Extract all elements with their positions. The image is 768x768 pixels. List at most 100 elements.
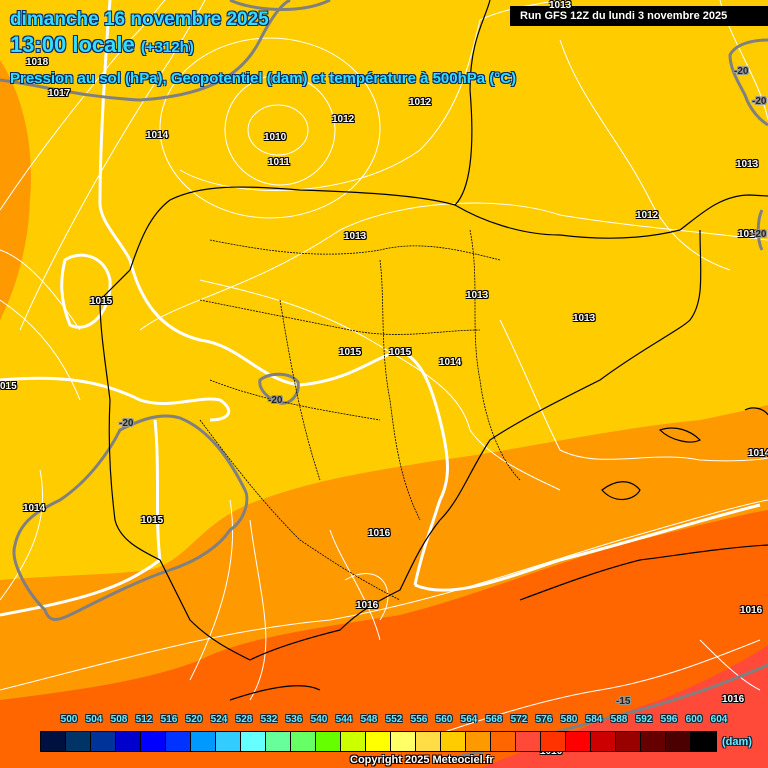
- pressure-label: 1016: [740, 605, 763, 616]
- legend-tick: 528: [235, 714, 253, 725]
- legend-tick: 604: [710, 714, 728, 725]
- legend-tick: 580: [560, 714, 578, 725]
- coastlines: [99, 0, 768, 701]
- pressure-label: 1014: [23, 503, 46, 514]
- legend-ticks: 500 504 508 512 516 520 524 528 532 536 540 544 548 5…: [40, 714, 740, 726]
- isobars: [0, 0, 768, 741]
- pressure-label: 1015: [339, 347, 362, 358]
- legend-tick: 520: [185, 714, 203, 725]
- pressure-label: 1016: [368, 528, 391, 539]
- legend-swatch: [416, 732, 441, 751]
- pressure-label: 1012: [332, 114, 355, 125]
- legend-tick: 540: [310, 714, 328, 725]
- forecast-time-value: 13:00 locale: [10, 32, 135, 57]
- legend-tick: 536: [285, 714, 303, 725]
- pressure-label: 1012: [409, 97, 432, 108]
- legend-tick: 504: [85, 714, 103, 725]
- legend-swatch: [591, 732, 616, 751]
- temperature-label: -20: [734, 66, 749, 77]
- model-run-banner: Run GFS 12Z du lundi 3 novembre 2025: [510, 6, 768, 26]
- pressure-label: 1012: [636, 210, 659, 221]
- band-564-568-west: [0, 60, 31, 320]
- legend-swatch: [191, 732, 216, 751]
- pressure-label: 1013: [466, 290, 489, 301]
- color-legend: 500 504 508 512 516 520 524 528 532 536 540 544 548 5…: [40, 714, 740, 752]
- legend-tick: 592: [635, 714, 653, 725]
- legend-swatch: [441, 732, 466, 751]
- legend-tick: 512: [135, 714, 153, 725]
- legend-swatch: [491, 732, 516, 751]
- legend-tick: 576: [535, 714, 553, 725]
- legend-swatch: [166, 732, 191, 751]
- temperature-label: -20: [268, 395, 283, 406]
- legend-swatch: [291, 732, 316, 751]
- legend-tick: 568: [485, 714, 503, 725]
- pressure-label: 1014: [748, 448, 768, 459]
- pressure-label: 1013: [738, 229, 761, 240]
- legend-tick: 516: [160, 714, 178, 725]
- legend-swatch: [641, 732, 666, 751]
- legend-tick: 584: [585, 714, 603, 725]
- legend-tick: 508: [110, 714, 128, 725]
- isobar-1015: [0, 0, 761, 617]
- legend-tick: 548: [360, 714, 378, 725]
- pressure-label: 1013: [549, 0, 572, 11]
- temperature-label: -15: [616, 696, 631, 707]
- legend-tick: 556: [410, 714, 428, 725]
- admin-borders: [199, 229, 521, 601]
- pressure-label: 1016: [722, 694, 745, 705]
- pressure-label: 1014: [439, 357, 462, 368]
- pressure-label: 1013: [736, 159, 759, 170]
- band-568-572: [0, 510, 768, 768]
- pressure-label: 1016: [356, 600, 379, 611]
- legend-swatch: [266, 732, 291, 751]
- legend-swatch: [91, 732, 116, 751]
- legend-swatch: [566, 732, 591, 751]
- legend-swatch: [391, 732, 416, 751]
- legend-swatch: [141, 732, 166, 751]
- legend-swatch: [116, 732, 141, 751]
- legend-swatch: [341, 732, 366, 751]
- legend-swatch: [466, 732, 491, 751]
- legend-swatch: [366, 732, 391, 751]
- legend-tick: 572: [510, 714, 528, 725]
- legend-swatch: [216, 732, 241, 751]
- legend-tick: 544: [335, 714, 353, 725]
- legend-unit: (dam): [722, 736, 752, 748]
- legend-swatch: [41, 732, 66, 751]
- pressure-label: 1011: [268, 157, 290, 168]
- pressure-label: 1010: [264, 132, 287, 143]
- legend-tick: 588: [610, 714, 628, 725]
- legend-tick: 532: [260, 714, 278, 725]
- legend-tick: 560: [435, 714, 453, 725]
- temperature-label: -20: [752, 96, 767, 107]
- pressure-label: 1017: [48, 88, 71, 99]
- pressure-label: 1013: [344, 231, 367, 242]
- legend-swatch: [541, 732, 566, 751]
- legend-color-bar: [40, 731, 717, 752]
- forecast-time: 13:00 locale (+312h): [10, 32, 194, 58]
- legend-tick: 600: [685, 714, 703, 725]
- legend-swatch: [666, 732, 691, 751]
- temperature-label: -20: [119, 418, 134, 429]
- pressure-label: 1013: [573, 313, 596, 324]
- pressure-label: 1018: [26, 57, 49, 68]
- pressure-label: 1015: [389, 347, 412, 358]
- pressure-label: 1014: [146, 130, 169, 141]
- pressure-label: 1015: [90, 296, 113, 307]
- legend-tick: 500: [60, 714, 78, 725]
- pressure-label: 1015: [141, 515, 164, 526]
- legend-swatch: [241, 732, 266, 751]
- legend-swatch: [316, 732, 341, 751]
- legend-tick: 524: [210, 714, 228, 725]
- forecast-lead-hours: (+312h): [140, 39, 194, 56]
- legend-swatch: [516, 732, 541, 751]
- map-description: Pression au sol (hPa), Geopotentiel (dam…: [10, 70, 517, 87]
- temperature-label: -20: [752, 229, 767, 240]
- legend-swatch: [691, 732, 716, 751]
- pressure-label: 015: [0, 381, 17, 392]
- legend-tick: 564: [460, 714, 478, 725]
- legend-swatch: [616, 732, 641, 751]
